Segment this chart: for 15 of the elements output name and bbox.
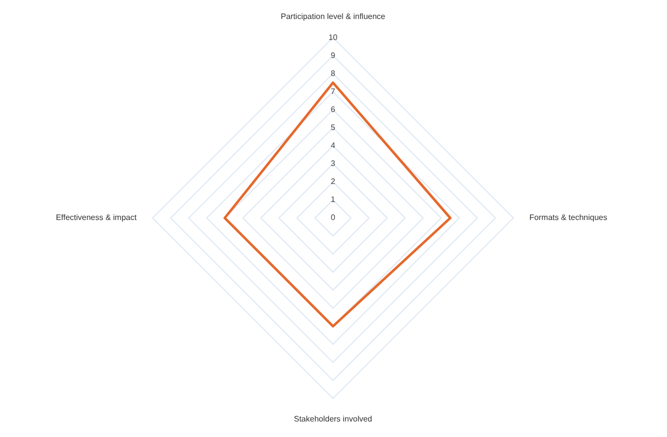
y-tick-label: 2: [330, 177, 336, 186]
y-tick-label: 10: [328, 32, 338, 42]
y-tick-label: 1: [330, 195, 336, 204]
spoke-label: Participation level & influence: [280, 12, 386, 22]
spoke-label: Stakeholders involved: [294, 414, 372, 424]
y-tick-label: 6: [330, 104, 336, 114]
y-tick-label: 9: [330, 50, 336, 60]
y-tick-label: 4: [330, 141, 336, 150]
spoke-label: Effectiveness & impact: [56, 213, 138, 222]
y-tick-label: 5: [330, 123, 336, 132]
y-tick-label: 7: [330, 86, 336, 96]
spoke-label: Formats & techniques: [529, 213, 608, 222]
y-tick-label: 3: [330, 159, 336, 168]
y-tick-label: 8: [330, 68, 336, 78]
y-tick-label: 0: [330, 213, 336, 222]
